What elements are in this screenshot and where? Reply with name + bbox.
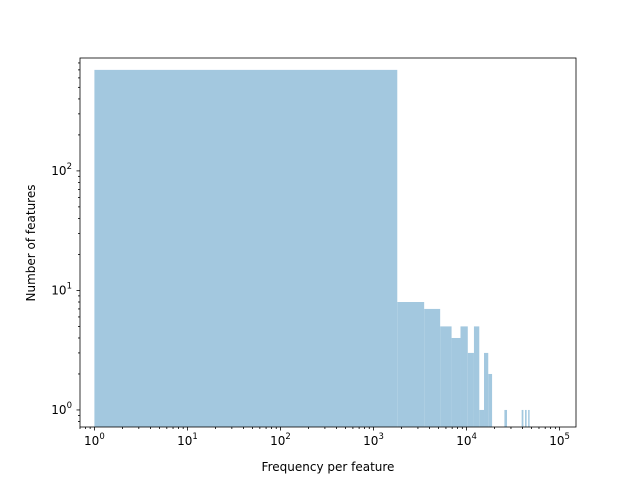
y-axis-label: Number of features — [24, 185, 38, 302]
histogram-bar — [424, 308, 441, 427]
x-tick-label: 100 — [84, 432, 105, 448]
x-tick-label: 103 — [363, 432, 384, 448]
y-tick-label: 100 — [51, 401, 72, 417]
histogram-bar — [397, 302, 425, 427]
y-tick-label: 101 — [51, 281, 72, 297]
histogram-bar — [467, 352, 474, 427]
histogram-bar — [488, 373, 493, 427]
histogram-bar — [451, 337, 461, 427]
histogram-bar — [504, 409, 508, 427]
histogram-bar — [473, 326, 480, 427]
histogram-bar — [528, 409, 530, 427]
x-tick-label: 101 — [177, 432, 198, 448]
histogram-bar — [479, 409, 485, 427]
x-tick-label: 104 — [456, 432, 477, 448]
axis-ticks: 100 101 102 103 104 105 100 101 102 — [51, 62, 570, 448]
plot-frame — [79, 57, 577, 428]
histogram-bars — [94, 69, 530, 427]
x-tick-label: 102 — [270, 432, 291, 448]
x-axis-label: Frequency per feature — [262, 460, 395, 474]
y-tick-label: 102 — [51, 162, 72, 178]
histogram-bar — [440, 326, 452, 427]
histogram-bar — [460, 326, 468, 427]
histogram-bar — [94, 69, 398, 427]
histogram-bar — [525, 409, 527, 427]
histogram-bar — [521, 409, 524, 427]
histogram-bar — [484, 352, 489, 427]
x-tick-label: 105 — [549, 432, 570, 448]
